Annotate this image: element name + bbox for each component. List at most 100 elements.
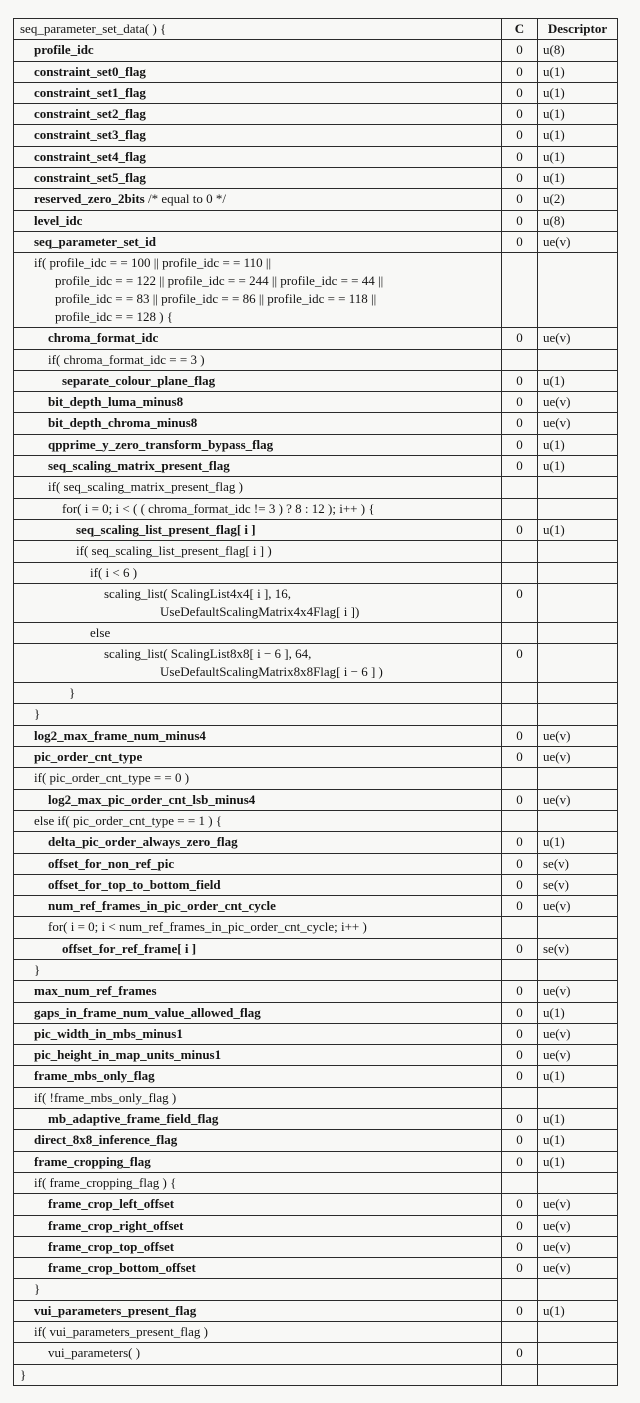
c-cell: 0 xyxy=(501,124,538,147)
syntax-cell: } xyxy=(13,703,502,726)
table-row: separate_colour_plane_flag 0 u(1) xyxy=(13,369,618,393)
syntax-element-name: constraint_set2_flag xyxy=(34,106,146,122)
syntax-cell: if( vui_parameters_present_flag ) xyxy=(13,1321,502,1344)
c-cell xyxy=(501,1171,538,1195)
c-cell: 0 xyxy=(501,980,538,1003)
c-cell: 0 xyxy=(501,788,538,811)
syntax-cell: constraint_set2_flag xyxy=(13,103,502,126)
syntax-element-name: reserved_zero_2bits xyxy=(34,191,145,207)
descriptor-cell: ue(v) xyxy=(537,1022,618,1046)
syntax-cell: if( i < 6 ) xyxy=(13,561,502,584)
syntax-cell: vui_parameters_present_flag xyxy=(13,1299,502,1323)
table-row: constraint_set5_flag 0 u(1) xyxy=(13,167,618,190)
table-row: gaps_in_frame_num_value_allowed_flag 0 u(1… xyxy=(13,1001,618,1024)
syntax-element-name: log2_max_pic_order_cnt_lsb_minus4 xyxy=(48,791,256,807)
syntax-cell: if( !frame_mbs_only_flag ) xyxy=(13,1086,502,1110)
descriptor-cell: u(1) xyxy=(537,369,618,393)
c-cell: 0 xyxy=(501,1022,538,1046)
table-row: level_idc 0 u(8) xyxy=(13,209,618,232)
syntax-code-text: if( seq_scaling_list_present_flag[ i ] ) xyxy=(76,543,272,559)
table-row: chroma_format_idc 0 ue(v) xyxy=(13,327,618,350)
syntax-element-name: gaps_in_frame_num_value_allowed_flag xyxy=(34,1004,261,1020)
c-cell xyxy=(501,621,538,645)
syntax-element-name: frame_crop_bottom_offset xyxy=(48,1260,196,1276)
table-row: constraint_set2_flag 0 u(1) xyxy=(13,103,618,126)
syntax-cell: gaps_in_frame_num_value_allowed_flag xyxy=(13,1001,502,1024)
syntax-element-name: frame_cropping_flag xyxy=(34,1153,151,1169)
table-row: if( profile_idc = = 100 || profile_idc =… xyxy=(13,252,618,329)
header-descriptor-cell: Descriptor xyxy=(537,17,618,41)
syntax-cell: constraint_set0_flag xyxy=(13,60,502,83)
table-row: frame_crop_top_offset 0 ue(v) xyxy=(13,1235,618,1259)
c-cell: 0 xyxy=(501,145,538,169)
syntax-cell: reserved_zero_2bits /* equal to 0 */ xyxy=(13,188,502,211)
table-row: scaling_list( ScalingList4x4[ i ], 16, Us… xyxy=(13,582,618,623)
syntax-element-name: frame_crop_top_offset xyxy=(48,1238,175,1254)
descriptor-cell xyxy=(537,703,618,726)
descriptor-cell: ue(v) xyxy=(537,1044,618,1067)
table-row: if( pic_order_cnt_type = = 0 ) xyxy=(13,767,618,790)
table-row: if( chroma_format_idc = = 3 ) xyxy=(13,348,618,371)
c-cell xyxy=(501,916,538,939)
descriptor-cell: u(1) xyxy=(537,1299,618,1323)
descriptor-cell: ue(v) xyxy=(537,895,618,918)
syntax-element-name: constraint_set0_flag xyxy=(34,63,146,79)
descriptor-cell xyxy=(537,561,618,584)
descriptor-cell xyxy=(537,1086,618,1110)
c-cell xyxy=(501,767,538,790)
syntax-code-text: else xyxy=(90,624,111,640)
c-cell: 0 xyxy=(501,369,538,393)
syntax-element-name: offset_for_ref_frame[ i ] xyxy=(62,940,197,956)
descriptor-cell xyxy=(537,767,618,790)
syntax-element-name: vui_parameters_present_flag xyxy=(34,1302,197,1318)
descriptor-cell: u(1) xyxy=(537,167,618,190)
syntax-element-name: bit_depth_chroma_minus8 xyxy=(48,415,198,431)
syntax-cell: bit_depth_luma_minus8 xyxy=(13,391,502,414)
c-cell: 0 xyxy=(501,1299,538,1323)
descriptor-cell xyxy=(537,643,618,684)
syntax-cell: constraint_set1_flag xyxy=(13,81,502,105)
syntax-cell: frame_mbs_only_flag xyxy=(13,1065,502,1088)
descriptor-cell: ue(v) xyxy=(537,412,618,435)
c-cell: 0 xyxy=(501,60,538,83)
syntax-cell: direct_8x8_inference_flag xyxy=(13,1129,502,1152)
descriptor-cell: ue(v) xyxy=(537,230,618,254)
descriptor-cell: u(1) xyxy=(537,1001,618,1024)
syntax-code-text: for( i = 0; i < ( ( chroma_format_idc !=… xyxy=(62,500,375,516)
c-cell: 0 xyxy=(501,433,538,457)
syntax-cell: frame_crop_bottom_offset xyxy=(13,1257,502,1280)
syntax-code-text: if( pic_order_cnt_type = = 0 ) xyxy=(34,770,190,786)
syntax-cell: if( frame_cropping_flag ) { xyxy=(13,1171,502,1195)
table-row: pic_width_in_mbs_minus1 0 ue(v) xyxy=(13,1022,618,1046)
table-row: offset_for_ref_frame[ i ] 0 se(v) xyxy=(13,937,618,960)
table-row: for( i = 0; i < ( ( chroma_format_idc !=… xyxy=(13,497,618,520)
table-row: seq_scaling_list_present_flag[ i ] 0 u(1) xyxy=(13,518,618,542)
syntax-code-text: if( !frame_mbs_only_flag ) xyxy=(34,1089,177,1105)
syntax-code-text: UseDefaultScalingMatrix8x8Flag[ i − 6 ] … xyxy=(160,664,383,680)
syntax-cell: for( i = 0; i < ( ( chroma_format_idc !=… xyxy=(13,497,502,520)
descriptor-cell: u(1) xyxy=(537,60,618,83)
c-cell xyxy=(501,348,538,371)
c-cell xyxy=(501,1086,538,1110)
table-row: if( frame_cropping_flag ) { xyxy=(13,1171,618,1195)
descriptor-cell xyxy=(537,1278,618,1301)
descriptor-cell: u(1) xyxy=(537,433,618,457)
table-row: direct_8x8_inference_flag 0 u(1) xyxy=(13,1129,618,1152)
table-row: constraint_set4_flag 0 u(1) xyxy=(13,145,618,169)
table-row: } xyxy=(13,958,618,982)
c-cell: 0 xyxy=(501,391,538,414)
syntax-cell: constraint_set4_flag xyxy=(13,145,502,169)
syntax-table: seq_parameter_set_data( ) { C Descriptor… xyxy=(13,17,618,1386)
syntax-cell: } xyxy=(13,682,502,705)
syntax-code-text: scaling_list( ScalingList8x8[ i − 6 ], 6… xyxy=(104,646,312,662)
c-cell: 0 xyxy=(501,1235,538,1259)
descriptor-cell: ue(v) xyxy=(537,746,618,769)
syntax-element-name: direct_8x8_inference_flag xyxy=(34,1132,178,1148)
c-cell xyxy=(501,809,538,833)
descriptor-cell xyxy=(537,476,618,499)
table-row: seq_scaling_matrix_present_flag 0 u(1) xyxy=(13,455,618,478)
descriptor-cell: ue(v) xyxy=(537,788,618,811)
table-row: frame_mbs_only_flag 0 u(1) xyxy=(13,1065,618,1088)
syntax-cell: if( seq_scaling_matrix_present_flag ) xyxy=(13,476,502,499)
syntax-cell: frame_crop_left_offset xyxy=(13,1193,502,1216)
